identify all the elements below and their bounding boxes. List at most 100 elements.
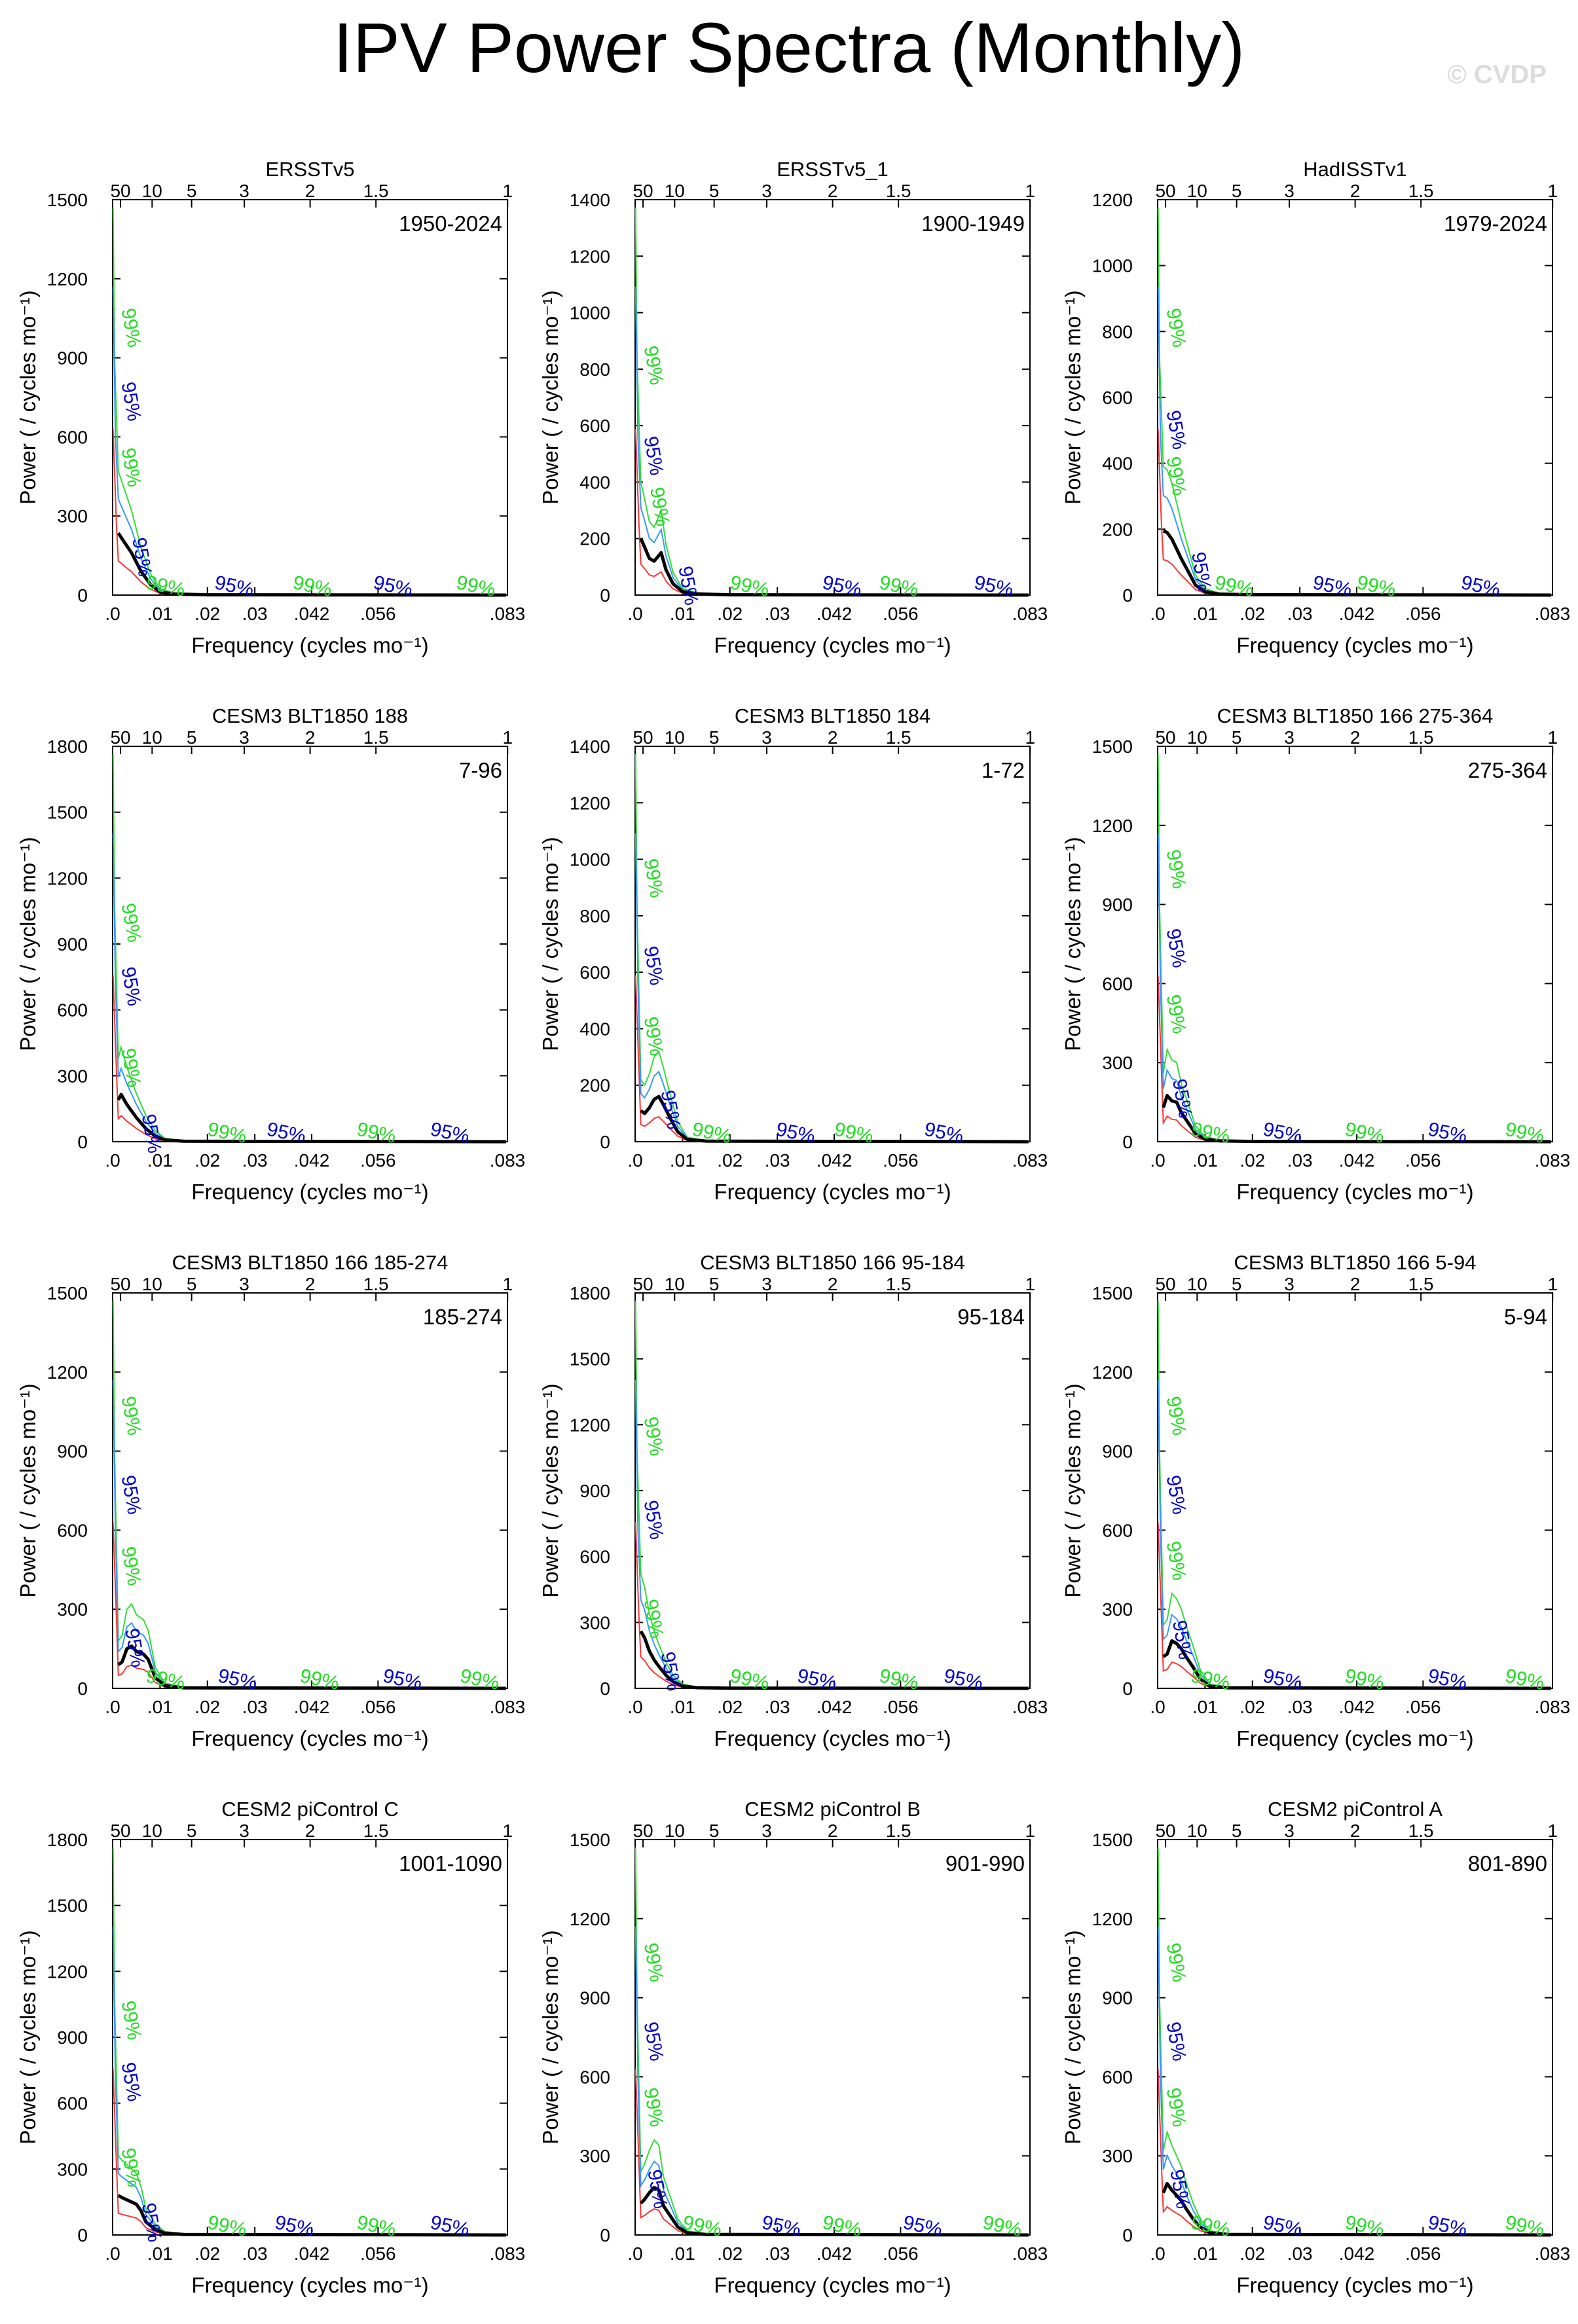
- y-tick-label: 1200: [47, 1362, 88, 1383]
- y-tick-label: 1500: [47, 803, 88, 823]
- y-axis-label: Power ( / cycles mo⁻¹): [1061, 837, 1085, 1051]
- panel-title: CESM3 BLT1850 188: [212, 704, 408, 727]
- x-tick-label: .042: [1339, 1697, 1375, 1717]
- y-tick-label: 600: [579, 1547, 610, 1567]
- power-spectrum-line: [117, 1644, 506, 1690]
- top-tick-label: 5: [709, 181, 720, 201]
- significance-label: 99%: [117, 901, 145, 944]
- significance-label: 99%: [1189, 2211, 1232, 2241]
- x-tick-label: .02: [1239, 1697, 1265, 1717]
- x-tick-label: .01: [670, 604, 695, 624]
- significance-label: 95%: [796, 1665, 839, 1694]
- significance-label: 95%: [381, 1665, 424, 1694]
- y-tick-label: 900: [579, 1481, 610, 1501]
- main-title: IPV Power Spectra (Monthly): [333, 8, 1245, 87]
- significance-label: 99%: [1162, 993, 1190, 1036]
- significance-label: 99%: [1162, 455, 1190, 498]
- red-noise-curve: [1157, 1522, 1551, 1689]
- spectrum-panel: ERSSTv5_1 1900-1949 .0 .01 .02 .03 .042 .056 .08…: [538, 158, 1048, 657]
- top-tick-label: 1.5: [886, 727, 911, 748]
- significance-label: 95%: [640, 945, 668, 987]
- y-tick-label: 400: [1102, 454, 1133, 474]
- significance-label: 99%: [144, 1665, 187, 1694]
- significance-label: 95%: [657, 1089, 685, 1131]
- y-tick-label: 0: [1122, 585, 1133, 606]
- significance-label: 99%: [690, 1118, 733, 1148]
- watermark: © CVDP: [1447, 60, 1547, 89]
- y-tick-label: 900: [57, 348, 88, 369]
- x-tick-label: .056: [360, 1150, 396, 1171]
- significance-label: 99%: [820, 2211, 864, 2241]
- power-spectrum-line: [117, 1093, 506, 1144]
- y-tick-label: 1400: [570, 736, 610, 757]
- x-axis-label: Frequency (cycles mo⁻¹): [1236, 1726, 1473, 1751]
- x-tick-label: .083: [1535, 604, 1571, 624]
- y-tick-label: 0: [600, 2225, 610, 2245]
- significance-label: 99%: [1162, 1941, 1190, 1984]
- y-tick-label: 600: [579, 416, 610, 436]
- sig99-curve: [634, 754, 1029, 1142]
- plot-frame: [634, 199, 1031, 596]
- spectrum-panel: CESM3 BLT1850 188 7-96 .0 .01 .02 .03 .042 .056…: [16, 704, 525, 1204]
- x-axis-label: Frequency (cycles mo⁻¹): [1236, 2273, 1473, 2297]
- top-tick-label: 1.5: [363, 1274, 389, 1294]
- top-tick-label: 3: [1284, 1821, 1294, 1841]
- sig99-curve: [1157, 754, 1551, 1142]
- significance-label: 95%: [901, 2211, 944, 2241]
- y-tick-label: 300: [1102, 2146, 1133, 2166]
- red-noise-curve: [634, 2069, 1029, 2236]
- significance-label: 99%: [1162, 1540, 1190, 1582]
- y-tick-label: 600: [57, 2094, 88, 2114]
- top-tick-label: 2: [305, 727, 316, 748]
- top-tick-label: 50: [1155, 727, 1175, 748]
- y-axis-label: Power ( / cycles mo⁻¹): [1061, 1930, 1085, 2144]
- top-tick-label: 5: [187, 1274, 197, 1294]
- top-tick-label: 1.5: [1408, 1821, 1434, 1841]
- plot-frame: [1157, 1292, 1553, 1689]
- top-tick-label: 10: [142, 727, 162, 748]
- top-tick-label: 50: [110, 1274, 130, 1294]
- y-tick-label: 0: [600, 585, 610, 606]
- x-tick-label: .0: [627, 1697, 642, 1717]
- top-tick-label: 3: [239, 727, 249, 748]
- significance-label: 99%: [117, 2147, 145, 2189]
- y-axis-label: Power ( / cycles mo⁻¹): [16, 837, 40, 1051]
- top-tick-label: 50: [110, 1821, 130, 1841]
- top-tick-label: 1.5: [886, 1274, 911, 1294]
- x-tick-label: .02: [717, 1150, 743, 1171]
- significance-label: 99%: [1343, 1118, 1386, 1148]
- significance-label: 99%: [681, 2211, 724, 2241]
- period-label: 185-274: [423, 1305, 502, 1329]
- y-tick-label: 1200: [1092, 1909, 1133, 1929]
- y-tick-label: 800: [579, 906, 610, 926]
- y-tick-label: 1500: [47, 1283, 88, 1303]
- x-tick-label: .056: [360, 2243, 396, 2264]
- significance-label: 99%: [355, 1118, 398, 1148]
- top-tick-label: 1.5: [886, 181, 911, 201]
- significance-label: 95%: [1162, 927, 1190, 970]
- top-tick-label: 2: [305, 1821, 316, 1841]
- top-tick-label: 3: [761, 181, 772, 201]
- spectrum-panel: CESM3 BLT1850 166 275-364 275-364 .0 .01 .02…: [1061, 704, 1570, 1204]
- top-tick-label: 5: [187, 181, 197, 201]
- significance-label: 95%: [1162, 409, 1190, 451]
- period-label: 95-184: [957, 1305, 1025, 1329]
- top-tick-label: 10: [665, 1821, 685, 1841]
- x-axis-label: Frequency (cycles mo⁻¹): [1236, 1180, 1473, 1204]
- x-tick-label: .02: [717, 1697, 743, 1717]
- y-tick-label: 600: [1102, 388, 1133, 408]
- top-tick-label: 1: [1547, 181, 1558, 201]
- period-label: 5-94: [1504, 1305, 1547, 1329]
- x-tick-label: .042: [294, 1150, 330, 1171]
- y-axis-label: Power ( / cycles mo⁻¹): [1061, 290, 1085, 504]
- x-tick-label: .01: [147, 604, 173, 624]
- y-tick-label: 900: [1102, 895, 1133, 915]
- top-tick-label: 1.5: [363, 181, 389, 201]
- top-tick-label: 2: [828, 1274, 838, 1294]
- y-tick-label: 300: [579, 1612, 610, 1633]
- y-tick-label: 1200: [1092, 190, 1133, 210]
- y-tick-label: 1500: [47, 190, 88, 210]
- y-tick-label: 1000: [1092, 256, 1133, 276]
- panel-title: CESM3 BLT1850 166 95-184: [700, 1251, 964, 1274]
